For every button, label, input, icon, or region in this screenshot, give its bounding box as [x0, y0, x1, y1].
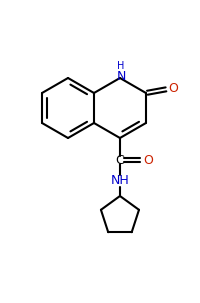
Text: NH: NH	[110, 175, 129, 188]
Text: N: N	[116, 71, 125, 84]
Text: H: H	[117, 61, 124, 71]
Text: O: O	[167, 82, 177, 95]
Text: O: O	[142, 154, 152, 167]
Text: C: C	[115, 154, 124, 167]
